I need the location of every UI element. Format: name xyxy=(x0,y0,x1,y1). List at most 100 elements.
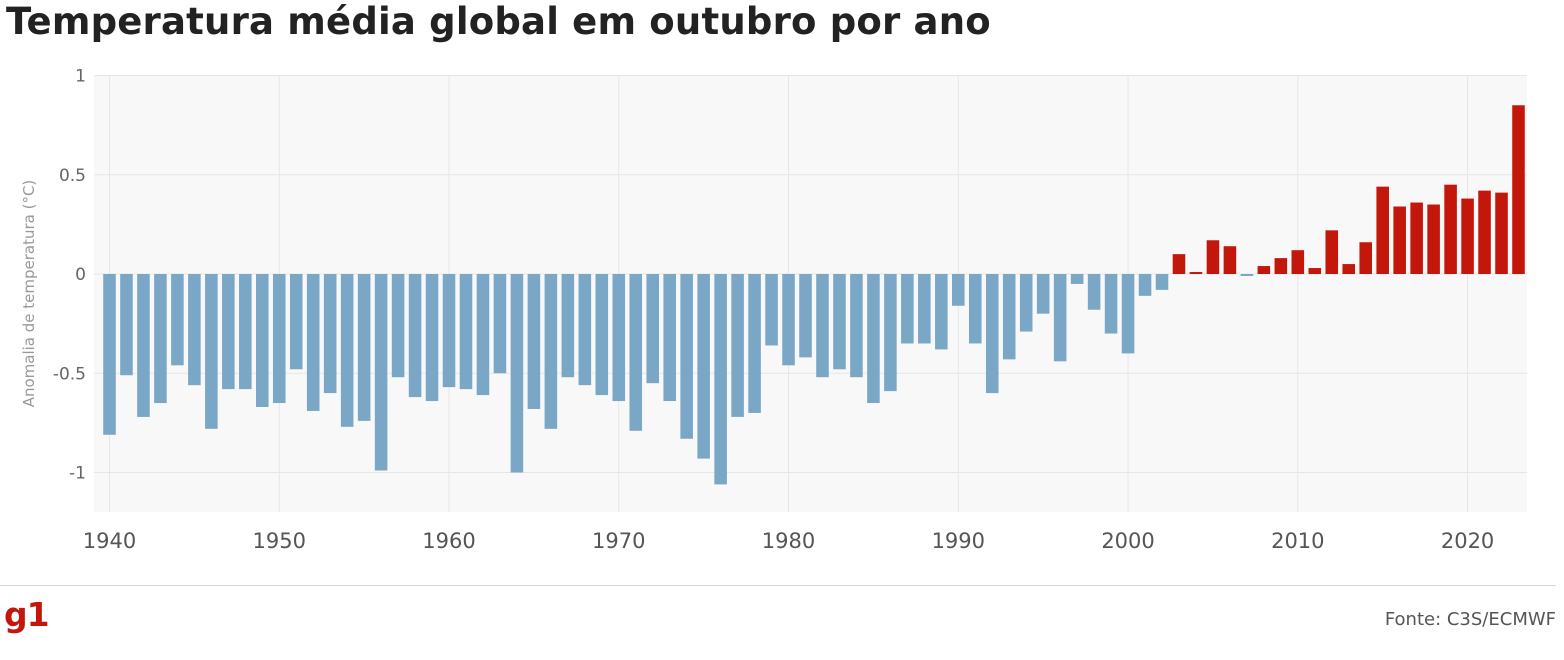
bar-2005 xyxy=(1206,240,1220,274)
bar-1977 xyxy=(731,274,744,417)
y-tick-label: -0.5 xyxy=(53,364,86,384)
bar-1987 xyxy=(901,274,914,344)
bar-2014 xyxy=(1359,242,1372,274)
bar-1959 xyxy=(425,274,439,402)
bar-2009 xyxy=(1274,258,1288,274)
bar-1988 xyxy=(918,274,931,344)
x-tick-label: 2010 xyxy=(1271,529,1324,553)
bar-1973 xyxy=(663,274,676,402)
bar-2007 xyxy=(1240,274,1254,276)
bar-1942 xyxy=(137,274,150,417)
bar-1960 xyxy=(442,274,456,388)
y-tick-label: -1 xyxy=(69,464,86,484)
bar-1965 xyxy=(527,274,541,409)
bar-1980 xyxy=(782,274,795,366)
bar-2012 xyxy=(1325,230,1339,274)
bar-2001 xyxy=(1138,274,1152,296)
bar-1999 xyxy=(1104,274,1118,334)
bar-2013 xyxy=(1342,264,1356,274)
y-tick-label: 0 xyxy=(75,265,86,285)
bar-1951 xyxy=(289,274,303,370)
bar-1955 xyxy=(357,274,371,421)
source-credit: Fonte: C3S/ECMWF xyxy=(1384,609,1556,630)
bar-1956 xyxy=(374,274,388,471)
bar-1966 xyxy=(544,274,558,429)
bar-1953 xyxy=(323,274,337,394)
bar-1982 xyxy=(816,274,829,378)
y-tick-label: 0.5 xyxy=(59,166,86,186)
x-tick-label: 1970 xyxy=(592,529,645,553)
bar-1941 xyxy=(120,274,133,376)
bar-2019 xyxy=(1444,184,1457,274)
bar-2021 xyxy=(1478,190,1491,274)
x-tick-label: 2000 xyxy=(1101,529,1154,553)
bar-2011 xyxy=(1308,268,1322,274)
g1-logo: g1 xyxy=(4,595,50,634)
bar-1952 xyxy=(306,274,320,411)
bar-1949 xyxy=(256,274,269,407)
x-tick-label: 2020 xyxy=(1441,529,1494,553)
bar-1945 xyxy=(188,274,201,386)
bar-2017 xyxy=(1410,202,1423,274)
bar-1998 xyxy=(1087,274,1101,310)
bar-2016 xyxy=(1393,206,1406,274)
bar-1954 xyxy=(340,274,354,427)
bar-1947 xyxy=(222,274,235,390)
bar-1997 xyxy=(1070,274,1084,284)
bar-1990 xyxy=(952,274,965,306)
bar-1996 xyxy=(1053,274,1067,362)
bar-1969 xyxy=(595,274,609,396)
bar-2022 xyxy=(1495,192,1508,274)
bar-1972 xyxy=(646,274,660,384)
y-tick-label: 1 xyxy=(75,67,86,87)
bar-1989 xyxy=(935,274,948,350)
bar-1986 xyxy=(884,274,897,392)
bar-1975 xyxy=(697,274,710,459)
bar-1962 xyxy=(476,274,490,396)
bar-2003 xyxy=(1172,254,1186,274)
bar-1963 xyxy=(493,274,507,374)
x-tick-label: 1940 xyxy=(83,529,136,553)
bar-1983 xyxy=(833,274,846,370)
footer-divider xyxy=(0,585,1556,586)
chart-title: Temperatura média global em outubro por … xyxy=(6,0,991,43)
bar-2006 xyxy=(1223,246,1237,274)
bar-2002 xyxy=(1155,274,1169,290)
bar-1993 xyxy=(1002,274,1016,360)
bar-1991 xyxy=(968,274,982,344)
bar-1984 xyxy=(850,274,863,378)
bar-1995 xyxy=(1036,274,1050,314)
bar-1968 xyxy=(578,274,592,386)
y-axis-label: Anomalia de temperatura (°C) xyxy=(20,180,38,408)
bar-1943 xyxy=(154,274,167,404)
bar-1950 xyxy=(272,274,286,404)
x-tick-label: 1950 xyxy=(253,529,306,553)
bar-1974 xyxy=(680,274,693,439)
bar-1971 xyxy=(629,274,643,431)
bar-1985 xyxy=(867,274,880,404)
bar-chart: 1 0.5 0 -0.5 -1 1940 1950 1960 1970 1980 1990 2000 2… xyxy=(20,67,1527,553)
bar-1948 xyxy=(239,274,252,390)
bar-1978 xyxy=(748,274,761,413)
x-tick-label: 1980 xyxy=(762,529,815,553)
bar-1957 xyxy=(391,274,405,378)
bar-2010 xyxy=(1291,250,1305,274)
bar-1970 xyxy=(612,274,626,402)
bar-1958 xyxy=(408,274,422,398)
bar-1940 xyxy=(103,274,116,435)
bar-1994 xyxy=(1019,274,1033,332)
bar-1979 xyxy=(765,274,778,346)
bar-1981 xyxy=(799,274,812,358)
bar-2020 xyxy=(1461,198,1474,274)
bar-1992 xyxy=(985,274,999,394)
x-tick-label: 1960 xyxy=(422,529,475,553)
bar-2018 xyxy=(1427,204,1440,274)
bar-1976 xyxy=(714,274,727,485)
bar-1946 xyxy=(205,274,218,429)
bar-1967 xyxy=(561,274,575,378)
bar-2023 xyxy=(1512,105,1525,275)
bar-2015 xyxy=(1376,186,1389,274)
bar-2000 xyxy=(1121,274,1135,354)
bar-1961 xyxy=(459,274,473,390)
bar-2008 xyxy=(1257,266,1271,274)
